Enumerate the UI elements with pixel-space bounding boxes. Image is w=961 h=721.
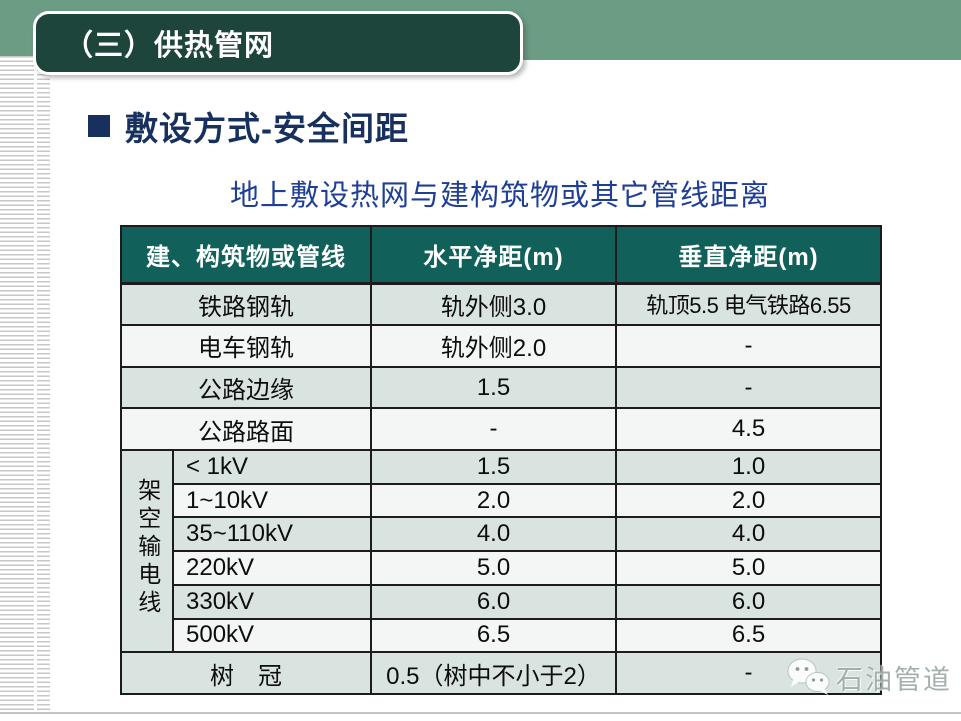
col-header-horizontal-clearance: 水平净距(m)	[370, 225, 617, 285]
vertical-value: -	[615, 324, 882, 368]
table-row-power-500kv: 500kV 6.5 6.5	[121, 617, 882, 654]
table-header-row: 建、构筑物或管线 水平净距(m) 垂直净距(m)	[120, 225, 882, 285]
table-row-power-220kv: 220kV 5.0 5.0	[121, 550, 882, 586]
col-header-structure: 建、构筑物或管线	[120, 225, 372, 285]
row-label: 树 冠	[120, 651, 372, 695]
vertical-value: 轨顶5.5 电气铁路6.55	[615, 281, 882, 327]
vertical-value: -	[615, 651, 882, 695]
vertical-value: 6.5	[615, 617, 882, 654]
horizontal-value: 0.5（树中不小于2）	[370, 651, 617, 695]
horizontal-value: 轨外侧3.0	[370, 281, 617, 327]
horizontal-value: 1.5	[370, 365, 617, 410]
vertical-value: 1.0	[615, 448, 882, 485]
row-label: < 1kV	[172, 448, 372, 485]
table-row-power-1-10kv: 1~10kV 2.0 2.0	[121, 482, 882, 519]
row-label: 公路路面	[120, 407, 372, 451]
vertical-value: 5.0	[615, 550, 882, 586]
row-label: 220kV	[172, 550, 372, 586]
distance-table: 建、构筑物或管线 水平净距(m) 垂直净距(m) 铁路钢轨 轨外侧3.0 轨顶5…	[120, 225, 882, 695]
horizontal-value: 2.0	[370, 482, 617, 519]
horizontal-value: 1.5	[370, 448, 617, 485]
horizontal-value: -	[370, 407, 617, 451]
left-decor-stripes-narrow	[37, 56, 50, 714]
vertical-value: -	[615, 365, 882, 410]
heading-text: 敷设方式-安全间距	[125, 110, 409, 147]
square-bullet-icon	[88, 115, 110, 137]
left-decor-stripes-wide	[0, 56, 34, 714]
table-row-road-surface: 公路路面 - 4.5	[120, 407, 882, 451]
table-row-power-lt1kv: 架空输电线 < 1kV 1.5 1.0	[120, 448, 882, 654]
section-title: （三）供热管网	[64, 30, 275, 62]
vertical-value: 6.0	[615, 583, 882, 620]
row-label: 500kV	[172, 617, 372, 654]
horizontal-value: 4.0	[370, 516, 617, 553]
group-label-overhead-power-lines: 架空输电线	[120, 448, 174, 654]
table-title: 地上敷设热网与建构筑物或其它管线距离	[229, 180, 770, 212]
row-label: 公路边缘	[120, 365, 372, 410]
slide-heading: 敷设方式-安全间距	[88, 104, 409, 148]
section-banner: （三）供热管网	[33, 11, 523, 75]
row-label: 1~10kV	[172, 482, 372, 519]
vertical-value: 4.5	[615, 407, 882, 451]
table-row-railway: 铁路钢轨 轨外侧3.0 轨顶5.5 电气铁路6.55	[120, 281, 882, 327]
table-row-power-35-110kv: 35~110kV 4.0 4.0	[121, 516, 882, 553]
bottom-divider	[0, 712, 961, 714]
table-row-power-330kv: 330kV 6.0 6.0	[121, 583, 882, 620]
group-label-text: 架空输电线	[134, 477, 161, 618]
horizontal-value: 6.0	[370, 583, 617, 620]
table-row-road-edge: 公路边缘 1.5 -	[120, 365, 882, 410]
row-label: 电车钢轨	[120, 324, 372, 368]
row-label: 35~110kV	[172, 516, 372, 553]
vertical-value: 4.0	[615, 516, 882, 553]
table-row-tree-crown: 树 冠 0.5（树中不小于2） -	[120, 651, 882, 695]
table-row-tram: 电车钢轨 轨外侧2.0 -	[120, 324, 882, 368]
row-label: 330kV	[172, 583, 372, 620]
horizontal-value: 轨外侧2.0	[370, 324, 617, 368]
horizontal-value: 6.5	[370, 617, 617, 654]
row-label: 铁路钢轨	[120, 281, 372, 327]
horizontal-value: 5.0	[370, 550, 617, 586]
col-header-vertical-clearance: 垂直净距(m)	[615, 225, 882, 285]
vertical-value: 2.0	[615, 482, 882, 519]
